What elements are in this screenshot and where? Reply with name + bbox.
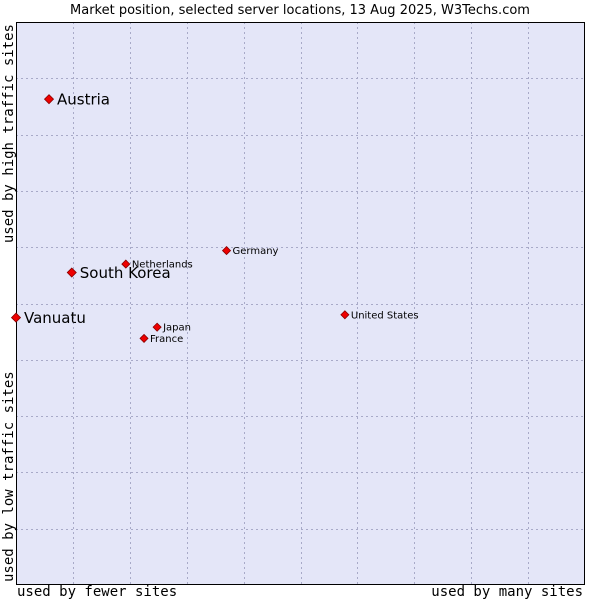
point-marker [43,94,55,105]
plot-border [16,22,585,585]
point-label: South Korea [80,264,171,282]
point-marker [121,259,131,269]
data-points: Austria South Korea Vanuatu Netherlands Germ… [10,91,419,345]
point-netherlands: Netherlands [121,259,193,271]
y-axis-label-bottom: used by low traffic sites [1,371,17,582]
point-vanuatu: Vanuatu [10,309,86,327]
point-marker [340,310,350,320]
point-marker [10,312,22,323]
point-germany: Germany [221,246,279,257]
point-japan: Japan [152,322,191,334]
point-marker [152,322,162,332]
grid [16,22,585,585]
y-axis-label-top: used by high traffic sites [1,24,17,243]
point-label: United States [351,310,419,321]
point-label: Germany [233,246,279,257]
plot-area [16,22,585,585]
point-label: Japan [162,323,191,334]
point-united-states: United States [340,310,419,321]
point-marker [66,267,77,278]
point-marker [139,333,149,343]
point-france: France [139,333,183,345]
point-label: Austria [57,91,110,109]
x-axis-label-left: used by fewer sites [17,584,177,600]
point-south-korea: South Korea [66,264,171,282]
chart-title: Market position, selected server locatio… [70,3,530,18]
x-axis-label-right: used by many sites [431,584,583,600]
point-austria: Austria [43,91,110,109]
point-label: France [150,334,183,345]
point-marker [221,246,232,256]
point-label: Vanuatu [24,309,86,327]
point-label: Netherlands [132,260,193,271]
